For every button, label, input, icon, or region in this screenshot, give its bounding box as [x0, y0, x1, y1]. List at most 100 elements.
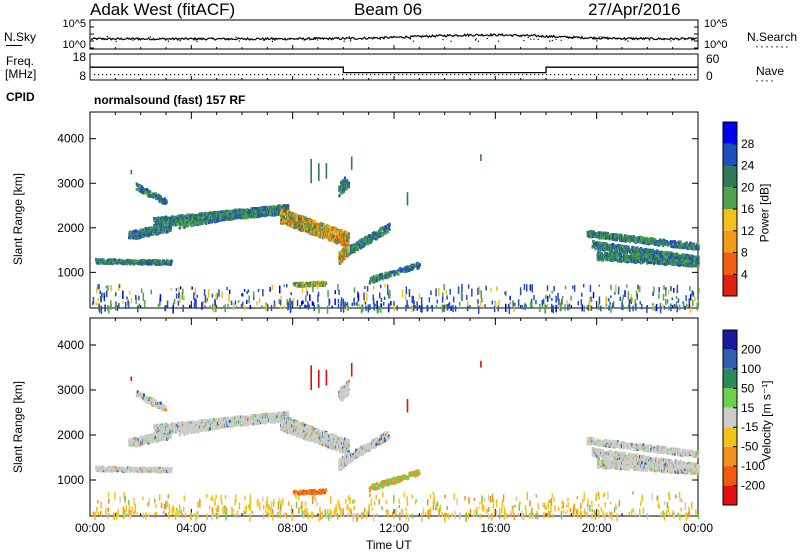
nave-dot [338, 74, 340, 76]
power-mark [395, 270, 398, 274]
power-mark [349, 244, 352, 248]
power-mark [200, 218, 203, 222]
nave-dot [690, 74, 692, 76]
power-mark [606, 253, 609, 257]
power-mark [206, 220, 209, 224]
noise-search-dot [392, 36, 394, 38]
power-mark [263, 210, 266, 214]
power-mark [592, 230, 595, 234]
power-mark [345, 230, 348, 234]
power-mark [601, 231, 604, 235]
nave-dot [654, 74, 656, 76]
nave-dot [410, 74, 412, 76]
power-mark [612, 246, 615, 250]
nave-dot [134, 74, 136, 76]
nave-dot [494, 74, 496, 76]
power-mark [298, 223, 301, 227]
nave-dot [118, 74, 120, 76]
power-mark [214, 215, 217, 219]
noise-search-dot [520, 36, 522, 38]
power-mark [653, 240, 656, 244]
power-mark [370, 279, 373, 283]
nave-dot [154, 74, 156, 76]
power-mark [620, 233, 623, 237]
nave-dot [162, 74, 164, 76]
nave-dot [126, 74, 128, 76]
noise-search-dot [450, 40, 452, 42]
power-mark [664, 251, 667, 255]
power-mark [242, 212, 245, 215]
noise-search-dot [231, 38, 234, 40]
power-mark [249, 213, 252, 217]
power-mark [384, 231, 387, 235]
nave-dot [454, 74, 456, 76]
power-mark [210, 211, 213, 215]
power-mark [139, 228, 142, 232]
power-mark [287, 207, 290, 211]
power-mark [356, 244, 359, 248]
power-mark [119, 261, 122, 265]
power-mark [139, 230, 142, 234]
noise-search-dot [663, 39, 665, 41]
power-mark [336, 228, 339, 232]
power-mark [169, 262, 173, 266]
power-mark [375, 237, 378, 241]
power-mark [192, 218, 195, 222]
power-mark [197, 223, 200, 227]
power-mark [381, 273, 384, 277]
power-mark [378, 276, 381, 279]
power-mark [192, 220, 195, 224]
power-mark [629, 235, 633, 239]
nave-dot [110, 74, 112, 76]
power-mark [690, 255, 693, 259]
power-mark [128, 236, 131, 240]
power-mark [118, 258, 121, 262]
power-mark [378, 273, 381, 277]
power-mark [600, 257, 603, 261]
power-mark [408, 265, 411, 268]
power-mark [203, 218, 206, 222]
noise-search-dot [251, 38, 253, 40]
power-mark [630, 260, 633, 264]
power-mark [599, 236, 602, 240]
power-mark [597, 242, 600, 246]
noise-search-dot [474, 39, 476, 41]
nave-dot [498, 74, 500, 76]
power-mark [690, 247, 693, 250]
power-mark [343, 230, 347, 234]
power-mark [279, 206, 282, 210]
power-mark [397, 268, 400, 272]
power-mark [418, 263, 421, 267]
power-mark [341, 235, 344, 239]
power-mark [676, 252, 679, 256]
power-mark [130, 231, 133, 234]
noise-search-dot [196, 40, 198, 43]
nave-dot [650, 74, 652, 76]
noise-search-dot [498, 40, 500, 42]
velocity-ytick-label: 4000 [57, 338, 84, 352]
power-mark [632, 249, 635, 253]
noise-search-dot [348, 36, 350, 38]
power-mark [150, 231, 154, 235]
power-mark [153, 226, 156, 230]
power-mark [641, 254, 644, 257]
power-mark [266, 213, 269, 217]
nave-dot [266, 74, 268, 76]
power-mark [605, 236, 608, 240]
power-mark [654, 250, 657, 254]
power-mark [321, 231, 324, 235]
nave-dot [458, 74, 460, 76]
power-mark [631, 245, 634, 249]
nave-dot [354, 74, 356, 76]
power-mark [152, 233, 155, 237]
power-mark [207, 217, 211, 221]
nave-dot [694, 74, 696, 76]
power-mark [662, 238, 665, 242]
power-mark [295, 214, 298, 218]
power-mark [386, 271, 389, 275]
power-mark [233, 208, 236, 212]
nave-dot [642, 74, 644, 76]
power-mark [302, 224, 305, 228]
station-title: Adak West (fitACF) [90, 0, 236, 19]
power-mark [600, 248, 603, 251]
